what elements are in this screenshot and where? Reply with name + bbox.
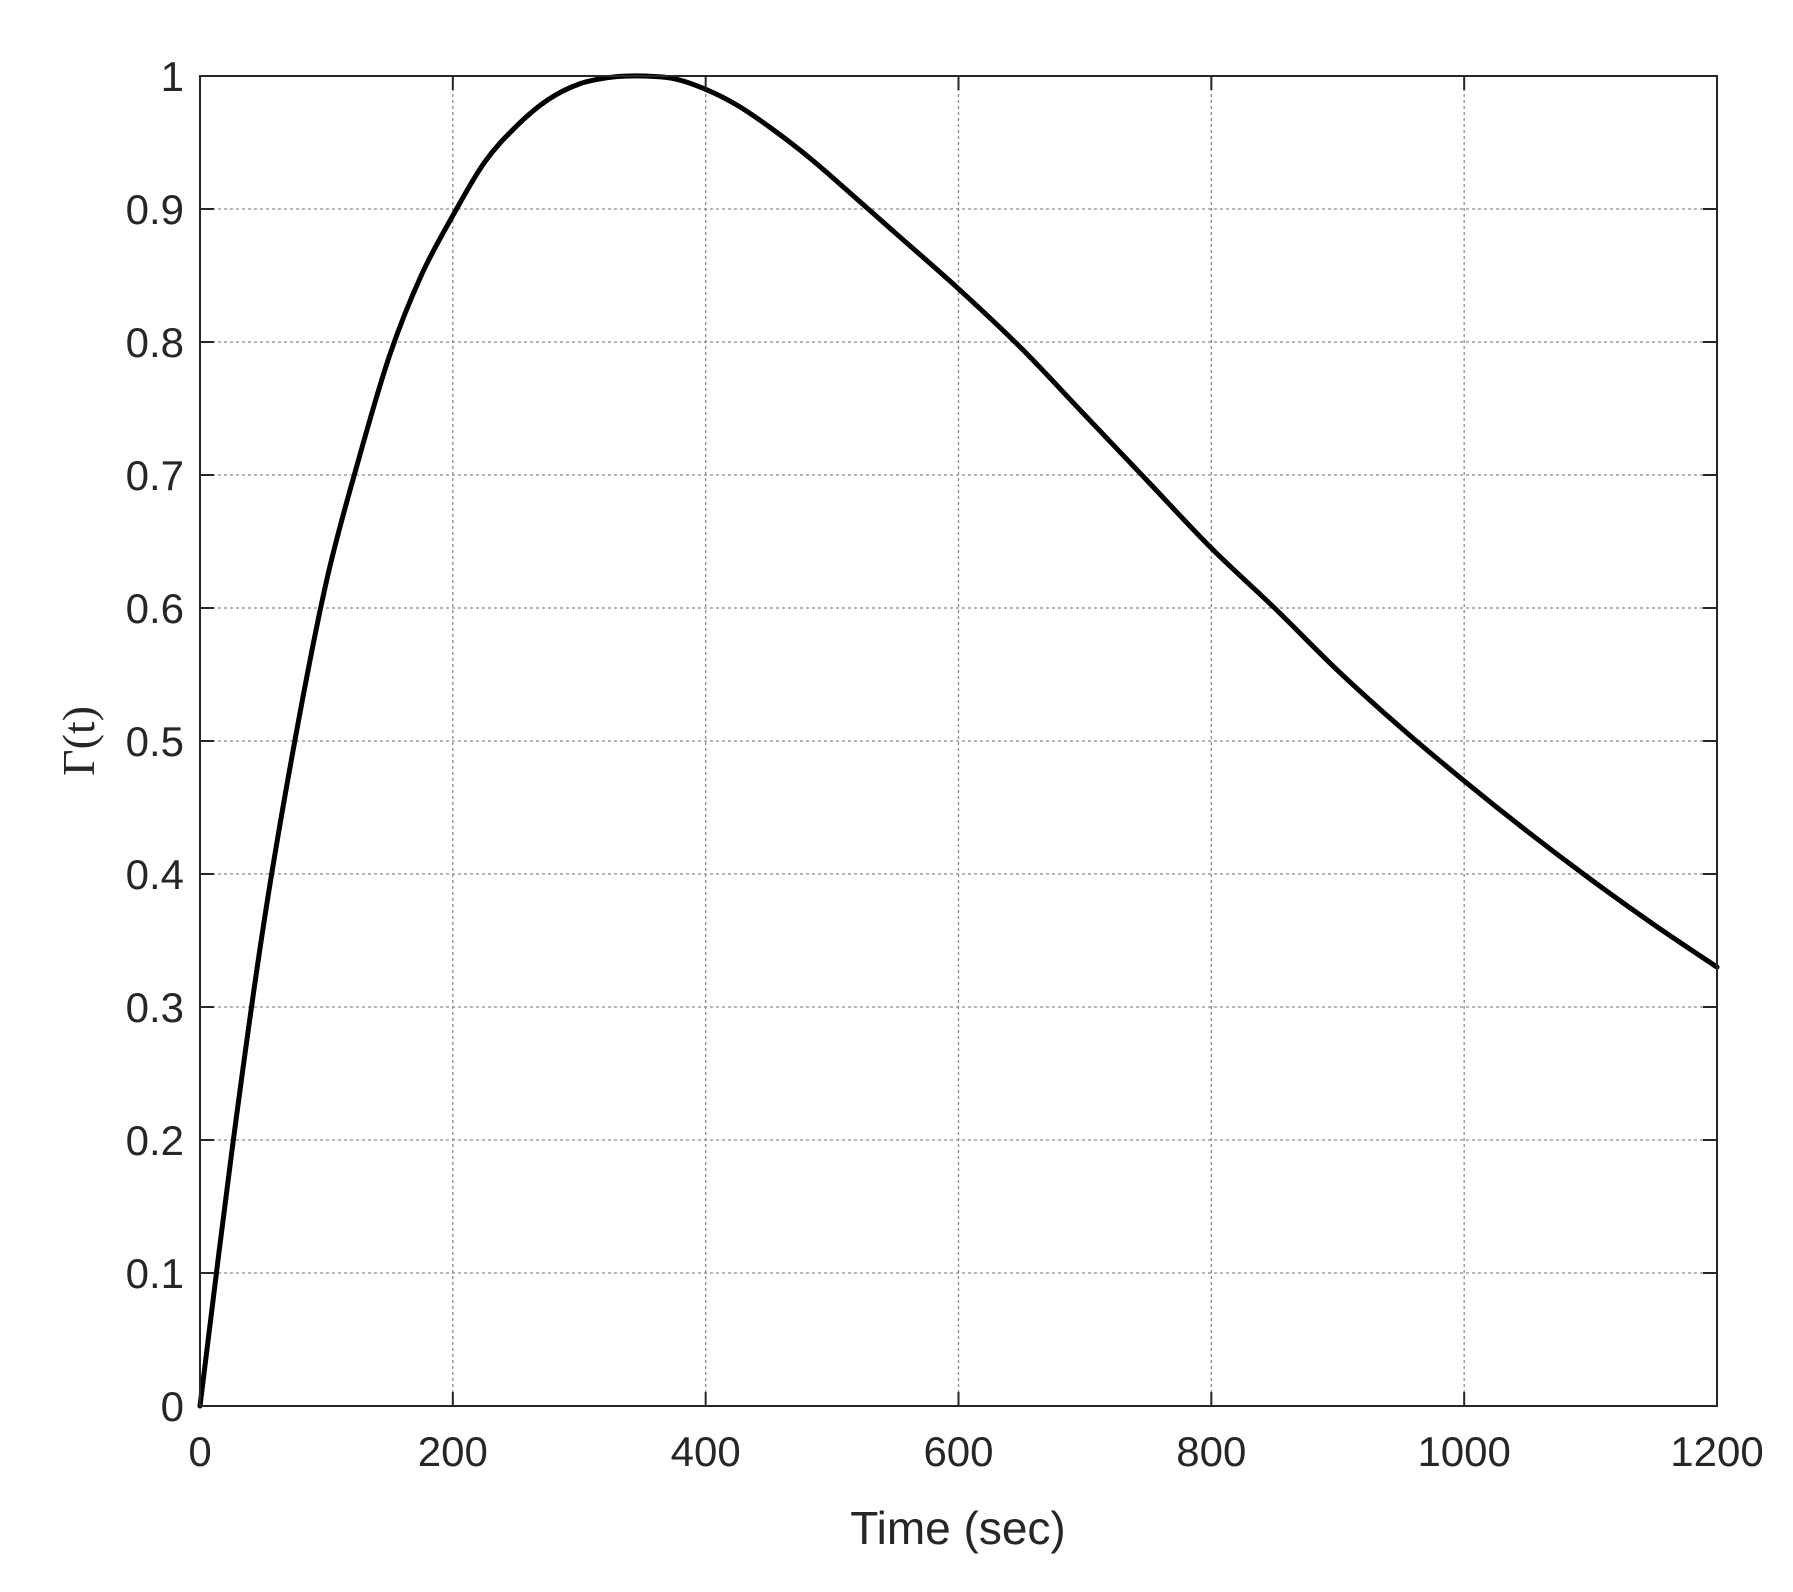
y-tick-label: 0.1 bbox=[126, 1250, 184, 1297]
y-tick-label: 0.4 bbox=[126, 851, 184, 898]
y-tick-label: 0.2 bbox=[126, 1117, 184, 1164]
x-axis-label: Time (sec) bbox=[850, 1502, 1066, 1554]
gamma-curve-line bbox=[197, 73, 1720, 1409]
x-tick-label: 600 bbox=[923, 1428, 993, 1475]
y-tick-label: 1 bbox=[161, 53, 184, 100]
y-tick-label: 0.8 bbox=[126, 319, 184, 366]
y-axis-label: Γ(t) bbox=[53, 706, 104, 776]
y-tick-labels: 0 0.1 0.2 0.3 0.4 0.5 0.6 0.7 0.8 0.9 1 bbox=[126, 53, 184, 1430]
x-tick-label: 1200 bbox=[1670, 1428, 1763, 1475]
y-tick-label: 0 bbox=[161, 1383, 184, 1430]
x-tick-label: 0 bbox=[188, 1428, 211, 1475]
y-tick-label: 0.7 bbox=[126, 452, 184, 499]
x-tick-label: 800 bbox=[1176, 1428, 1246, 1475]
axis-ticks bbox=[199, 75, 1718, 1407]
y-tick-label: 0.3 bbox=[126, 984, 184, 1031]
y-tick-label: 0.9 bbox=[126, 186, 184, 233]
x-tick-labels: 0 200 400 600 800 1000 1200 bbox=[188, 1428, 1763, 1475]
x-tick-label: 1000 bbox=[1417, 1428, 1510, 1475]
grid-lines bbox=[200, 76, 1717, 1406]
x-tick-label: 200 bbox=[418, 1428, 488, 1475]
x-tick-label: 400 bbox=[671, 1428, 741, 1475]
y-tick-label: 0.6 bbox=[126, 585, 184, 632]
y-tick-label: 0.5 bbox=[126, 718, 184, 765]
